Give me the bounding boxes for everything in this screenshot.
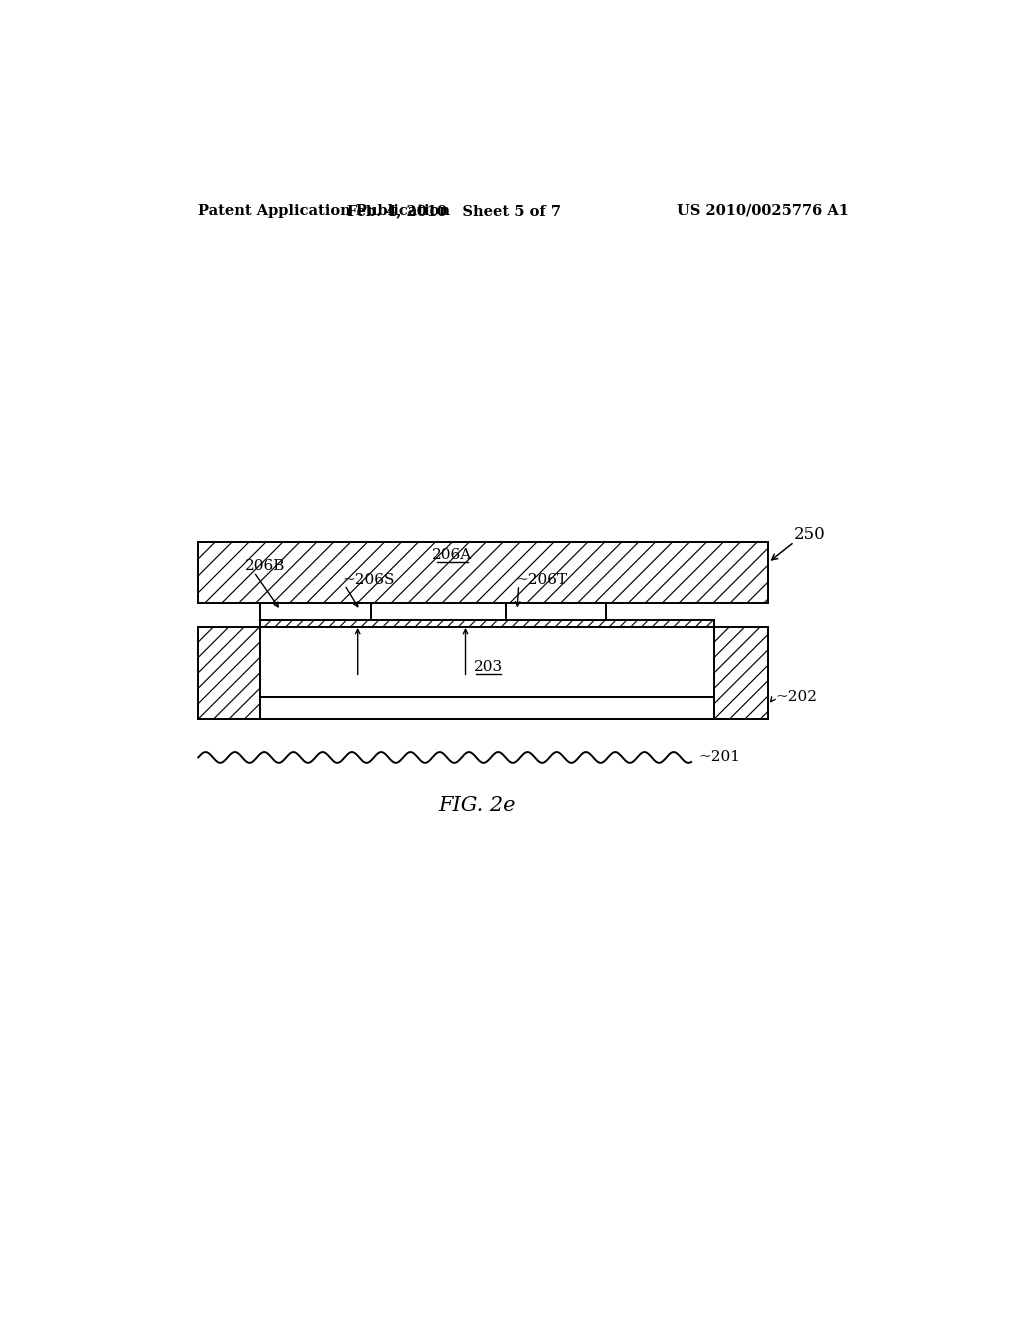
Text: ~206S: ~206S — [342, 573, 394, 587]
Text: FIG. 2e: FIG. 2e — [438, 796, 516, 814]
Text: ~206T: ~206T — [515, 573, 567, 587]
Bar — [199, 627, 260, 719]
Bar — [506, 603, 606, 620]
Bar — [260, 627, 714, 697]
Text: 203: 203 — [474, 660, 503, 673]
Text: ~201: ~201 — [698, 751, 740, 764]
Bar — [260, 620, 714, 627]
Bar — [714, 627, 768, 719]
Text: Feb. 4, 2010   Sheet 5 of 7: Feb. 4, 2010 Sheet 5 of 7 — [347, 203, 561, 218]
Text: ~202: ~202 — [776, 690, 818, 705]
Text: US 2010/0025776 A1: US 2010/0025776 A1 — [677, 203, 849, 218]
Text: 250: 250 — [795, 525, 826, 543]
Text: Patent Application Publication: Patent Application Publication — [199, 203, 451, 218]
Text: 206A: 206A — [432, 548, 472, 562]
Bar — [199, 541, 768, 603]
Bar — [260, 603, 371, 620]
Text: 206B: 206B — [245, 560, 285, 573]
